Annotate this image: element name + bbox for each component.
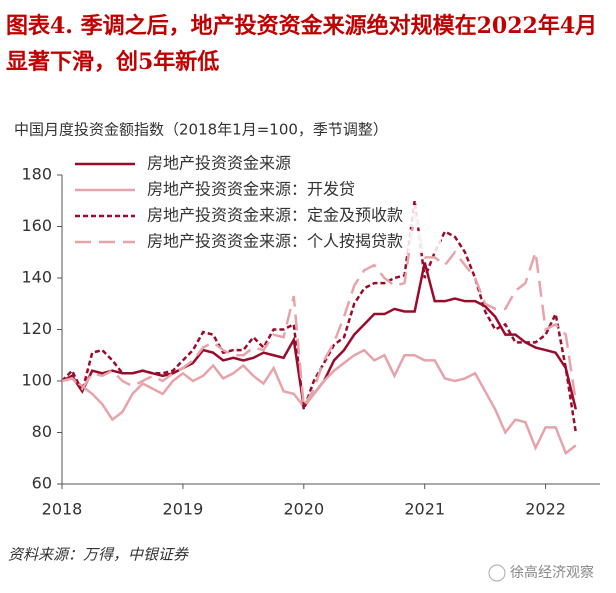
x-tick-label: 2020	[283, 500, 324, 519]
series-line	[61, 213, 578, 411]
chart-title: 图表4. 季调之后，地产投资资金来源绝对规模在2022年4月显著下滑，创5年新低	[6, 13, 598, 75]
watermark-icon	[488, 564, 506, 582]
legend-bg	[71, 153, 441, 175]
legend-bg	[71, 231, 441, 253]
series-line	[61, 200, 578, 433]
legend-label: 房地产投资资金来源	[147, 154, 291, 173]
y-tick-label: 120	[21, 319, 52, 338]
watermark: 徐高经济观察	[510, 564, 594, 581]
series-line	[61, 348, 577, 456]
legend-label: 房地产投资资金来源：定金及预收款	[147, 206, 403, 225]
x-tick-label: 2019	[163, 500, 204, 519]
x-tick-label: 2018	[42, 500, 83, 519]
axis-subtitle: 中国月度投资金额指数（2018年1月=100，季节调整）	[14, 121, 388, 139]
y-tick-label: 160	[21, 216, 52, 235]
y-tick-label: 180	[21, 165, 52, 184]
y-tick-label: 60	[32, 474, 52, 493]
legend-label: 房地产投资资金来源：开发贷	[147, 180, 355, 199]
y-tick-label: 100	[21, 371, 52, 390]
legend-bg	[71, 205, 441, 227]
y-tick-label: 80	[32, 422, 52, 441]
legend-bg	[71, 179, 441, 201]
x-tick-label: 2022	[525, 500, 566, 519]
legend-label: 房地产投资资金来源：个人按揭贷款	[147, 232, 403, 251]
y-tick-label: 140	[21, 268, 52, 287]
x-tick-label: 2021	[404, 500, 445, 519]
source: 资料来源：万得，中银证券	[8, 546, 189, 564]
